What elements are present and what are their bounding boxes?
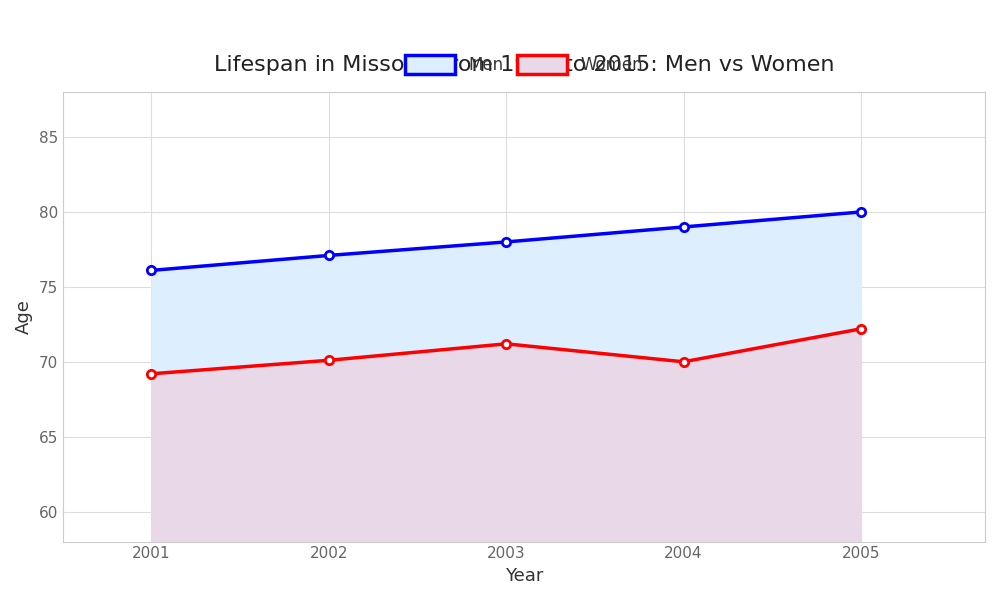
X-axis label: Year: Year bbox=[505, 567, 543, 585]
Y-axis label: Age: Age bbox=[15, 299, 33, 334]
Legend: Men, Women: Men, Women bbox=[397, 47, 651, 82]
Title: Lifespan in Missouri from 1960 to 2015: Men vs Women: Lifespan in Missouri from 1960 to 2015: … bbox=[214, 55, 834, 75]
